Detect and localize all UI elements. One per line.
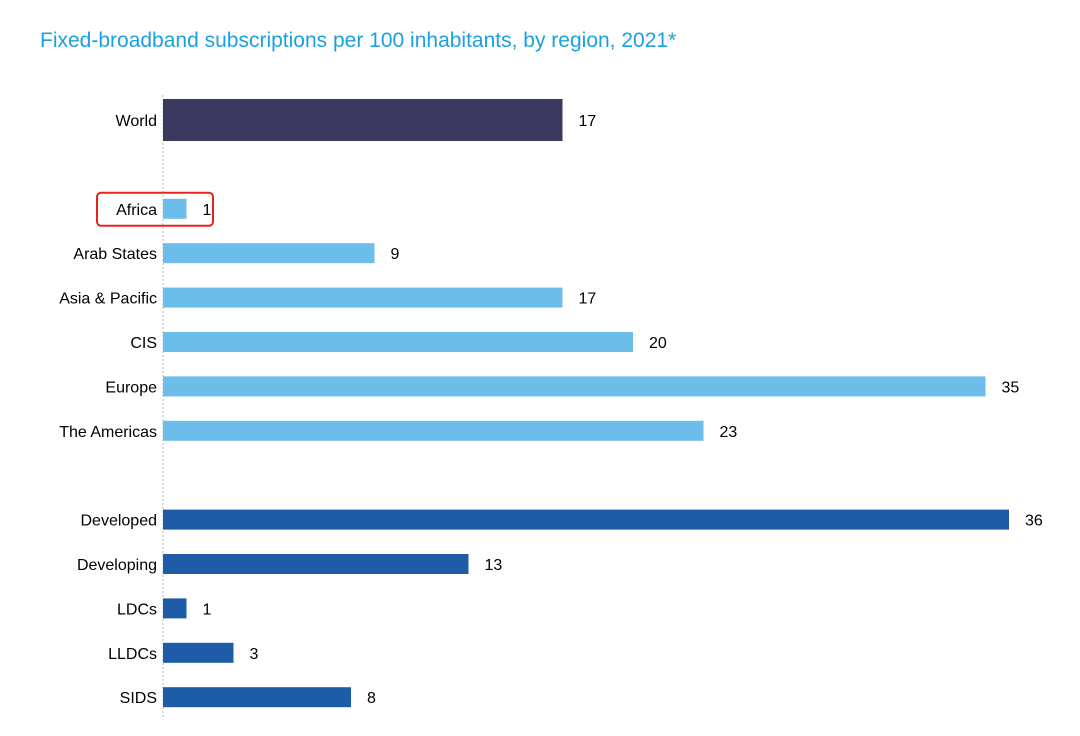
value-label-europe: 35 <box>1002 379 1020 396</box>
bar-world <box>163 99 563 141</box>
bar-lldcs <box>163 642 234 663</box>
category-label-world: World <box>116 113 158 130</box>
category-label-cis: CIS <box>130 335 157 352</box>
value-label-cis: 20 <box>649 335 667 352</box>
bar-africa <box>163 198 187 219</box>
category-label-developed: Developed <box>81 513 158 530</box>
bar-arab-states <box>163 243 375 264</box>
bar-cis <box>163 332 633 352</box>
category-label-africa: Africa <box>116 202 157 219</box>
category-label-ldcs: LDCs <box>117 601 157 618</box>
category-label-lldcs: LLDCs <box>108 646 157 663</box>
category-label-the-americas: The Americas <box>59 424 157 441</box>
value-label-developed: 36 <box>1025 513 1043 530</box>
category-label-sids: SIDS <box>120 690 157 707</box>
chart-title: Fixed-broadband subscriptions per 100 in… <box>40 29 677 52</box>
value-label-world: 17 <box>579 113 597 130</box>
value-label-developing: 13 <box>485 557 503 574</box>
highlight-box-africa <box>96 191 214 227</box>
category-label-developing: Developing <box>77 557 157 574</box>
value-label-arab-states: 9 <box>391 246 400 263</box>
bar-sids <box>163 687 351 708</box>
bar-the-americas <box>163 420 704 441</box>
bar-ldcs <box>163 598 187 619</box>
value-label-the-americas: 23 <box>720 424 738 441</box>
category-label-arab-states: Arab States <box>73 246 157 263</box>
category-label-europe: Europe <box>105 379 157 396</box>
value-label-sids: 8 <box>367 690 376 707</box>
bar-asia-and-pacific <box>163 287 563 308</box>
bar-europe <box>163 376 986 397</box>
category-label-asia-and-pacific: Asia & Pacific <box>59 291 157 308</box>
bar-developed <box>163 509 1009 530</box>
value-label-asia-and-pacific: 17 <box>579 291 597 308</box>
bar-developing <box>163 554 469 574</box>
value-label-africa: 1 <box>203 202 212 219</box>
value-label-lldcs: 3 <box>250 646 259 663</box>
value-label-ldcs: 1 <box>203 601 212 618</box>
